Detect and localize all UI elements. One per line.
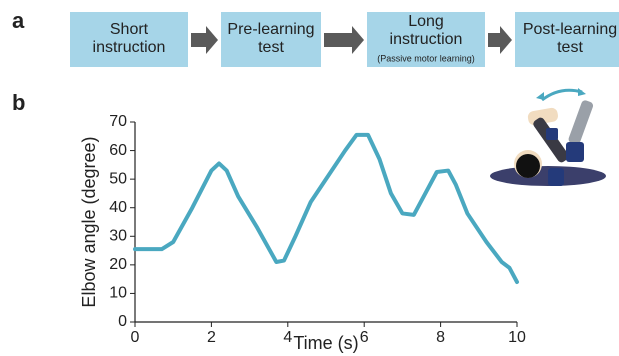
panel-label: b — [12, 90, 25, 115]
step-note: (Passive motor learning) — [377, 53, 475, 63]
data-line — [135, 135, 517, 282]
flow-arrow — [324, 26, 364, 54]
y-tick-label: 50 — [109, 170, 127, 187]
step-text: instruction — [93, 39, 166, 56]
y-tick-label: 0 — [118, 313, 127, 330]
step-text: Pre-learning — [227, 21, 314, 38]
figure: a b ShortinstructionPre-learningtestLong… — [0, 0, 619, 356]
y-tick-label: 60 — [109, 142, 127, 159]
x-tick-label: 6 — [360, 329, 369, 346]
step-text: instruction — [390, 31, 463, 48]
flow-arrow — [191, 26, 218, 54]
step-text: Long — [408, 13, 444, 30]
y-tick-label: 10 — [109, 285, 127, 302]
flow-arrow — [488, 26, 512, 54]
x-tick-label: 8 — [436, 329, 445, 346]
y-axis-label: Elbow angle (degree) — [79, 136, 99, 307]
x-axis-label: Time (s) — [293, 333, 358, 353]
y-tick-label: 30 — [109, 228, 127, 245]
robot-illustration — [490, 88, 606, 186]
x-tick-label: 0 — [131, 329, 140, 346]
x-tick-label: 10 — [508, 329, 526, 346]
step-text: test — [557, 39, 583, 56]
y-tick-label: 40 — [109, 199, 127, 216]
x-tick-label: 4 — [283, 329, 292, 346]
step-text: Post-learning — [523, 21, 617, 38]
x-tick-label: 2 — [207, 329, 216, 346]
y-tick-label: 20 — [109, 256, 127, 273]
panel-label: a — [12, 8, 25, 33]
step-text: test — [258, 39, 284, 56]
y-tick-label: 70 — [109, 113, 127, 130]
step-text: Short — [110, 21, 149, 38]
